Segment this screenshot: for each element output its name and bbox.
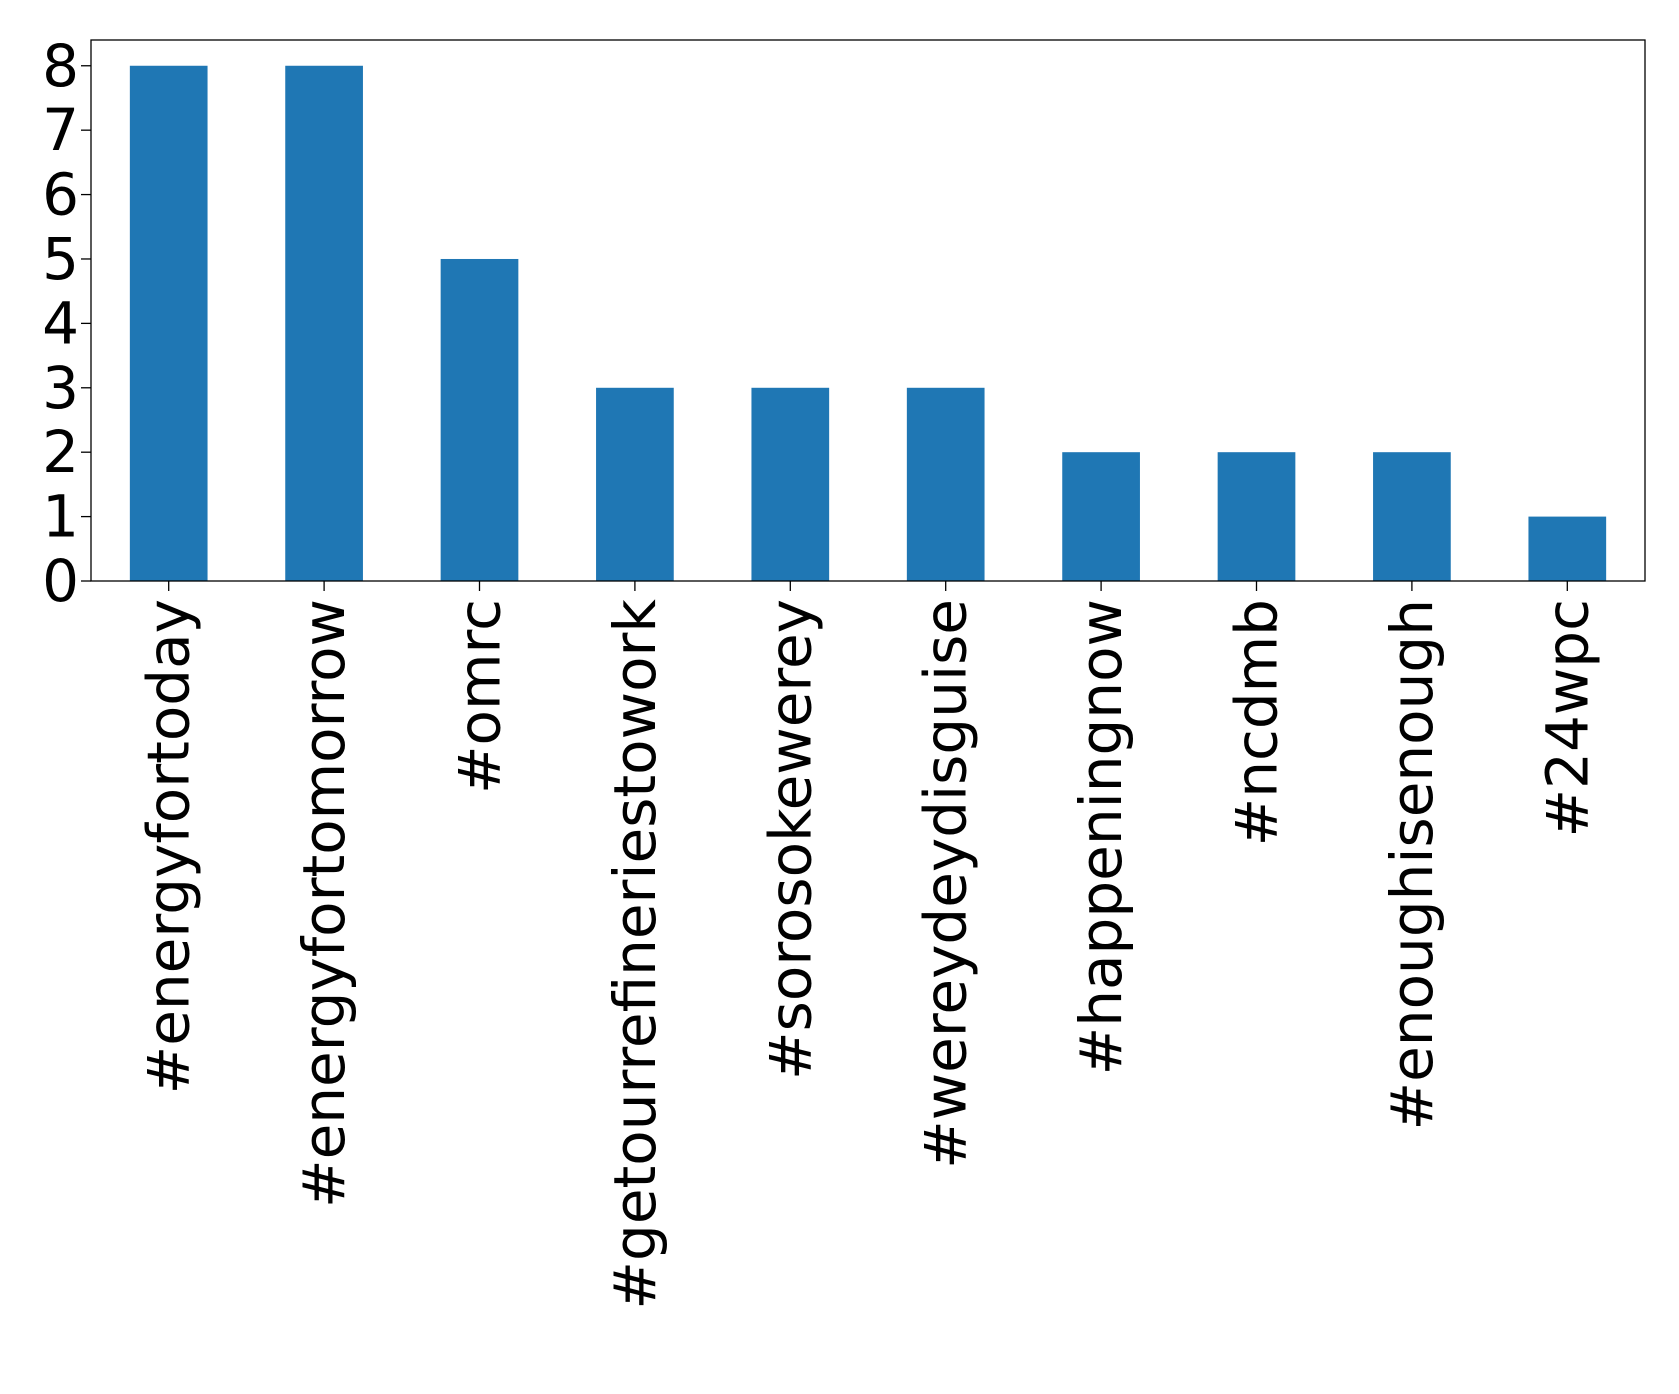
x-tick-label-3: #getourrefineriestowork xyxy=(601,599,669,1310)
bars-layer xyxy=(129,65,1607,581)
x-tick-label-8: #enoughisenough xyxy=(1378,599,1446,1130)
x-tick-label-5: #wereydeydisguise xyxy=(912,599,980,1169)
x-tick-label-6: #happeningnow xyxy=(1067,599,1135,1075)
y-tick-label-8: 8 xyxy=(42,32,79,100)
x-axis: #energyfortoday #energyfortomorrow #omrc #g… xyxy=(135,581,1601,1310)
y-tick-label-3: 3 xyxy=(42,354,79,422)
x-tick-label-9: #24wpc xyxy=(1533,599,1601,838)
bar-5 xyxy=(906,387,985,581)
y-tick-label-6: 6 xyxy=(42,161,79,229)
y-tick-label-1: 1 xyxy=(42,483,79,551)
x-tick-label-0: #energyfortoday xyxy=(135,599,203,1094)
bar-8 xyxy=(1373,452,1451,581)
y-tick-label-7: 7 xyxy=(42,96,79,164)
x-tick-label-1: #energyfortomorrow xyxy=(290,599,358,1208)
y-tick-label-5: 5 xyxy=(42,225,79,293)
bar-6 xyxy=(1062,452,1140,581)
bar-7 xyxy=(1217,452,1296,581)
x-tick-label-4: #sorosokewerey xyxy=(756,599,824,1080)
x-tick-label-7: #ncdmb xyxy=(1223,599,1291,846)
bar-0 xyxy=(129,65,208,581)
y-tick-label-0: 0 xyxy=(42,547,79,615)
y-tick-label-4: 4 xyxy=(42,289,79,357)
bar-3 xyxy=(596,387,674,581)
bar-9 xyxy=(1528,516,1607,581)
x-tick-label-2: #omrc xyxy=(446,599,514,794)
bar-2 xyxy=(440,258,519,581)
y-tick-label-2: 2 xyxy=(42,418,79,486)
bar-4 xyxy=(751,387,830,581)
bar-1 xyxy=(285,65,363,581)
plot-frame xyxy=(90,39,1646,582)
